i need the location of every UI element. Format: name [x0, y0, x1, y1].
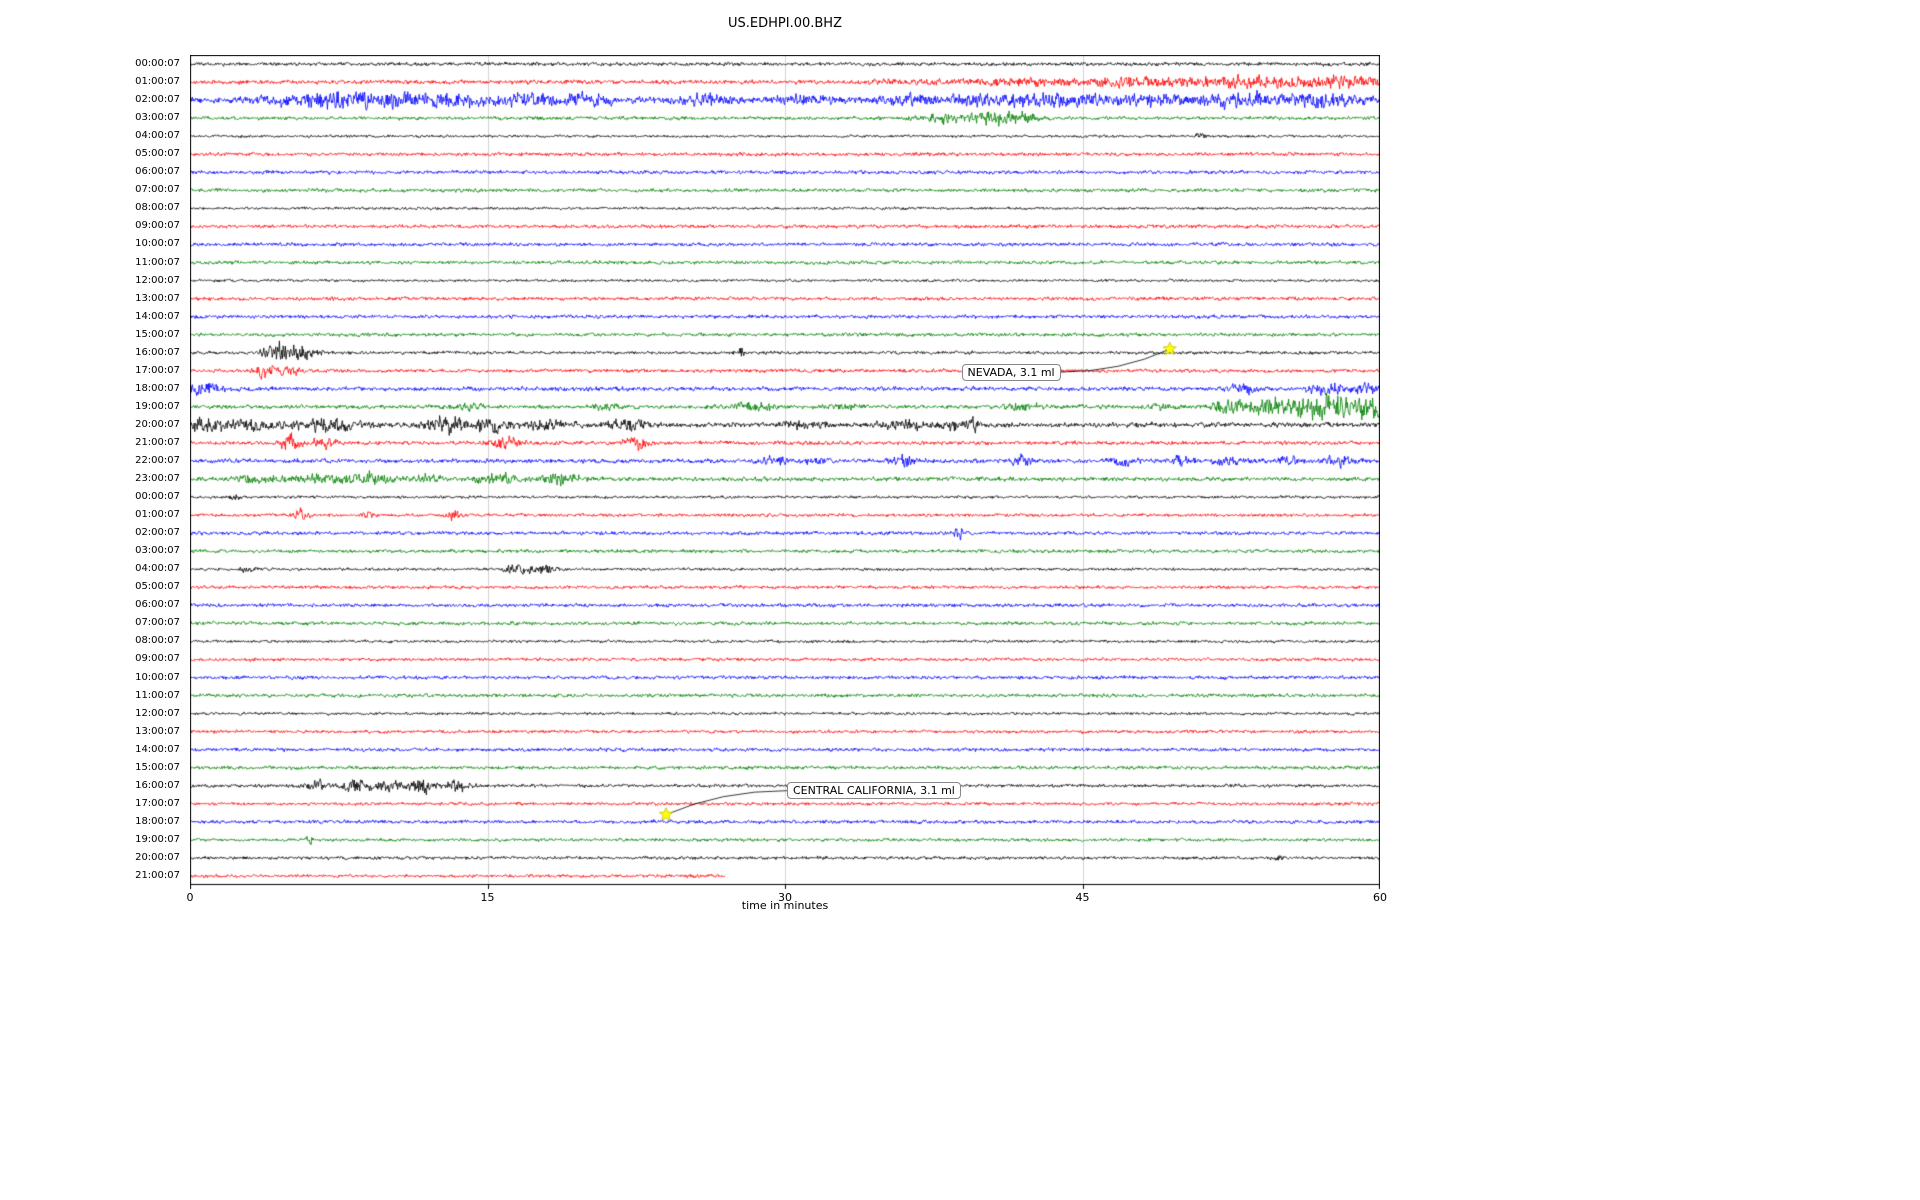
row-time-label: 18:00:07 [135, 382, 180, 394]
row-label-column: 00:00:07 01:00:07 02:00:07 03:00:07 04:00:07… [60, 55, 185, 885]
event-label: NEVADA, 3.1 ml [961, 363, 1061, 381]
row-time-label: 04:00:07 [135, 563, 180, 575]
row-time-label: 15:00:07 [135, 761, 180, 773]
row-time-label: 14:00:07 [135, 743, 180, 755]
row-time-label: 18:00:07 [135, 815, 180, 827]
row-time-label: 06:00:07 [135, 166, 180, 178]
row-time-label: 09:00:07 [135, 220, 180, 232]
row-time-label: 00:00:07 [135, 491, 180, 503]
x-axis-label: time in minutes [741, 899, 829, 912]
row-time-label: 03:00:07 [135, 112, 180, 124]
row-time-label: 10:00:07 [135, 671, 180, 683]
row-time-label: 12:00:07 [135, 274, 180, 286]
x-tick-label: 30 [778, 891, 792, 904]
row-time-label: 11:00:07 [135, 256, 180, 268]
row-time-label: 05:00:07 [135, 148, 180, 160]
row-time-label: 17:00:07 [135, 364, 180, 376]
row-time-label: 13:00:07 [135, 292, 180, 304]
row-time-label: 07:00:07 [135, 184, 180, 196]
event-label: CENTRAL CALIFORNIA, 3.1 ml [786, 782, 961, 800]
row-time-label: 10:00:07 [135, 238, 180, 250]
row-time-label: 12:00:07 [135, 707, 180, 719]
row-time-label: 00:00:07 [135, 58, 180, 70]
row-time-label: 20:00:07 [135, 851, 180, 863]
x-tick-label: 0 [186, 891, 194, 904]
row-time-label: 08:00:07 [135, 202, 180, 214]
row-time-label: 21:00:07 [135, 869, 180, 881]
row-time-label: 04:00:07 [135, 130, 180, 142]
row-time-label: 17:00:07 [135, 797, 180, 809]
row-time-label: 05:00:07 [135, 581, 180, 593]
row-time-label: 09:00:07 [135, 653, 180, 665]
row-time-label: 06:00:07 [135, 599, 180, 611]
row-time-label: 02:00:07 [135, 527, 180, 539]
x-tick-label: 45 [1075, 891, 1090, 904]
row-time-label: 19:00:07 [135, 833, 180, 845]
row-time-label: 01:00:07 [135, 509, 180, 521]
row-time-label: 02:00:07 [135, 94, 180, 106]
row-time-label: 15:00:07 [135, 328, 180, 340]
x-tick-label: 15 [480, 891, 495, 904]
row-time-label: 01:00:07 [135, 76, 180, 88]
row-time-label: 20:00:07 [135, 418, 180, 430]
row-time-label: 16:00:07 [135, 346, 180, 358]
row-time-label: 23:00:07 [135, 473, 180, 485]
x-tick-label: 60 [1373, 891, 1387, 904]
row-time-label: 08:00:07 [135, 635, 180, 647]
waveform-plot-canvas [190, 55, 1380, 891]
row-time-label: 22:00:07 [135, 454, 180, 466]
row-time-label: 14:00:07 [135, 310, 180, 322]
row-time-label: 11:00:07 [135, 689, 180, 701]
row-time-label: 19:00:07 [135, 400, 180, 412]
row-time-label: 03:00:07 [135, 545, 180, 557]
row-time-label: 07:00:07 [135, 617, 180, 629]
row-time-label: 13:00:07 [135, 725, 180, 737]
chart-title: US.EDHPI.00.BHZ [728, 16, 842, 31]
row-time-label: 21:00:07 [135, 436, 180, 448]
row-time-label: 16:00:07 [135, 779, 180, 791]
